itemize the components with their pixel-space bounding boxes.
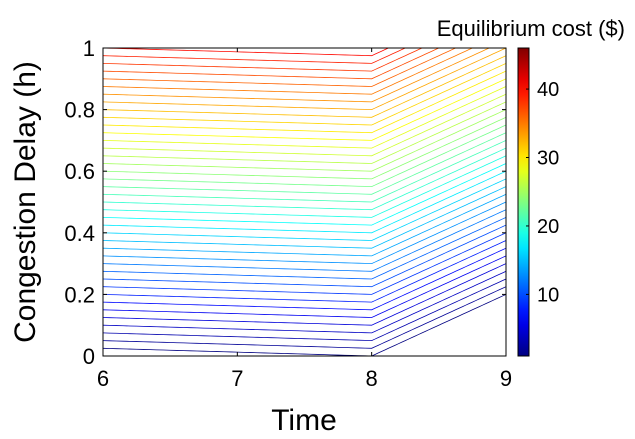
y-tick-label: 0.8 xyxy=(64,98,95,123)
contour-line xyxy=(103,201,506,265)
contour-line xyxy=(103,217,506,280)
contour-line xyxy=(103,255,506,318)
contour-line xyxy=(103,0,506,10)
contour-line xyxy=(103,263,506,326)
contour-line xyxy=(103,48,440,80)
contour-line xyxy=(103,48,407,64)
x-tick-label: 6 xyxy=(97,366,109,391)
contour-line xyxy=(103,147,506,211)
colorbar-tick-label: 10 xyxy=(537,284,559,306)
colorbar xyxy=(517,47,530,357)
y-tick-label: 1 xyxy=(83,36,95,61)
contour-line xyxy=(103,116,506,180)
contour-line xyxy=(103,286,506,349)
contour-line xyxy=(103,48,506,111)
y-tick-label: 0 xyxy=(83,344,95,369)
contour-line xyxy=(103,55,506,118)
contour-line xyxy=(103,270,506,334)
colorbar-tick-label: 30 xyxy=(537,148,559,170)
contour-line xyxy=(103,132,506,195)
contour-line xyxy=(103,86,506,149)
colorbar-ticks: 10 20 30 40 xyxy=(526,79,559,306)
contour-line xyxy=(103,70,506,134)
contour-line xyxy=(103,48,474,95)
contour-line xyxy=(103,48,390,57)
y-axis-label: Congestion Delay (h) xyxy=(9,61,42,343)
colorbar-title: Equilibrium cost ($) xyxy=(437,16,625,41)
contour-line xyxy=(103,124,506,188)
colorbar-tick-label: 20 xyxy=(537,216,559,238)
x-tick-label: 7 xyxy=(231,366,243,391)
colorbar-tick-label: 40 xyxy=(537,79,559,101)
contour-line xyxy=(103,93,506,157)
plot-area-frame xyxy=(102,47,507,357)
contour-line xyxy=(103,186,506,249)
x-tick-label: 8 xyxy=(366,366,378,391)
contour-line xyxy=(103,155,506,218)
contour-line xyxy=(103,48,491,103)
y-tick-label: 0.2 xyxy=(64,282,95,307)
contour-line xyxy=(103,193,506,257)
contour-line xyxy=(103,140,506,203)
contour-line xyxy=(103,0,506,17)
contour-line xyxy=(103,63,506,126)
contour-line xyxy=(103,278,506,342)
contour-line xyxy=(103,294,506,356)
y-tick-label: 0.4 xyxy=(64,221,95,246)
contour-line xyxy=(103,78,506,141)
contour-line xyxy=(103,209,506,272)
contour-line xyxy=(103,240,506,303)
y-axis: 0 0.2 0.4 0.6 0.8 1 xyxy=(64,36,506,369)
contour-line xyxy=(103,247,506,311)
contour-line xyxy=(103,170,506,234)
contour-line xyxy=(103,224,506,288)
contour-line xyxy=(103,163,506,226)
contour-line xyxy=(103,48,424,72)
x-axis-label: Time xyxy=(271,404,337,434)
contour-line xyxy=(103,109,506,172)
contour-line xyxy=(103,48,457,87)
x-axis: 6 7 8 9 xyxy=(97,48,512,391)
x-tick-label: 9 xyxy=(500,366,512,391)
contour-lines xyxy=(103,0,506,356)
contour-line xyxy=(103,232,506,295)
contour-line xyxy=(103,178,506,241)
y-tick-label: 0.6 xyxy=(64,159,95,184)
contour-line xyxy=(103,101,506,164)
